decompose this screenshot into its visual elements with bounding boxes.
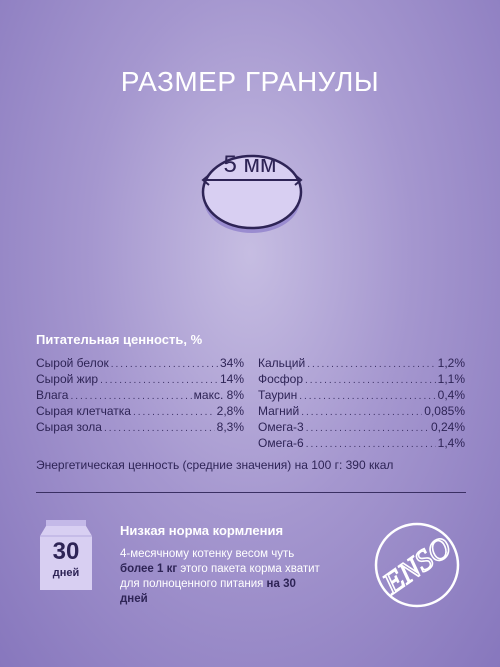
energy-value: Энергетическая ценность (средние значени…	[36, 458, 394, 472]
nutrition-row: Фосфор 1,1%	[258, 371, 465, 387]
nutrition-row: Кальций 1,2%	[258, 355, 465, 371]
nutrition-column-left: Сырой белок 34% Сырой жир 14% Влага макс. 8…	[36, 355, 244, 435]
nutrient-name: Омега-6	[258, 436, 304, 450]
nutrient-value: 8,3%	[216, 420, 244, 434]
granule-size-label: 5 мм	[223, 151, 277, 178]
nutrient-name: Омега-3	[258, 420, 304, 434]
feeding-text-bold: более 1 кг	[120, 563, 178, 575]
nutrition-row: Сырой жир 14%	[36, 371, 244, 387]
feeding-title: Низкая норма кормления	[120, 523, 284, 538]
nutrient-value: 0,4%	[437, 388, 465, 402]
nutrition-row: Таурин 0,4%	[258, 387, 465, 403]
divider	[36, 492, 466, 493]
dot-leader	[306, 437, 436, 453]
dot-leader	[305, 373, 436, 389]
nutrient-value: 1,4%	[437, 436, 465, 450]
nutrient-value: 0,085%	[424, 404, 465, 418]
nutrient-name: Сырой белок	[36, 356, 109, 370]
nutrient-value: 1,2%	[437, 356, 465, 370]
nutrition-title: Питательная ценность, %	[36, 332, 203, 347]
nutrient-name: Сырая клетчатка	[36, 404, 131, 418]
dot-leader	[111, 357, 218, 373]
granule-icon	[201, 154, 303, 233]
nutrition-column-right: Кальций 1,2% Фосфор 1,1% Таурин 0,4% Магний…	[258, 355, 465, 451]
nutrient-name: Таурин	[258, 388, 298, 402]
nutrient-name: Сырой жир	[36, 372, 99, 386]
nutrition-row: Сырая клетчатка 2,8%	[36, 403, 244, 419]
dot-leader	[307, 357, 435, 373]
feeding-description: 4-месячному котенку весом чуть более 1 к…	[120, 547, 320, 607]
dot-leader	[299, 389, 435, 405]
food-bag-icon	[40, 520, 92, 590]
dot-leader	[104, 421, 215, 437]
dot-leader	[306, 421, 429, 437]
nutrient-value: 34%	[219, 356, 244, 370]
nutrition-row: Сырой белок 34%	[36, 355, 244, 371]
nutrient-name: Влага	[36, 388, 69, 402]
nutrient-value: 2,8%	[216, 404, 244, 418]
enso-logo: ENSO	[374, 522, 460, 608]
nutrient-name: Сырая зола	[36, 420, 102, 434]
nutrient-value: 1,1%	[437, 372, 465, 386]
nutrition-row: Омега-6 1,4%	[258, 435, 465, 451]
nutrition-row: Влага макс. 8%	[36, 387, 244, 403]
feeding-text-part: этого пакета корма хватит для полноценно…	[120, 563, 320, 590]
bag-days-number: 30	[52, 538, 80, 565]
nutrition-row: Магний 0,085%	[258, 403, 465, 419]
bag-days-unit: дней	[52, 567, 80, 579]
nutrient-name: Фосфор	[258, 372, 304, 386]
page-title: РАЗМЕР ГРАНУЛЫ	[120, 66, 380, 97]
nutrition-row: Сырая зола 8,3%	[36, 419, 244, 435]
feeding-text-part: 4-месячному котенку весом чуть	[120, 548, 295, 560]
dot-leader	[301, 405, 422, 421]
nutrient-name: Магний	[258, 404, 300, 418]
dot-leader	[133, 405, 215, 421]
nutrition-row: Омега-3 0,24%	[258, 419, 465, 435]
nutrient-value: 0,24%	[430, 420, 465, 434]
logo-text: ENSO	[376, 530, 457, 601]
nutrient-value: макс. 8%	[193, 388, 244, 402]
nutrient-name: Кальций	[258, 356, 306, 370]
nutrient-value: 14%	[219, 372, 244, 386]
feeding-text-bold: на 30 дней	[120, 578, 296, 605]
